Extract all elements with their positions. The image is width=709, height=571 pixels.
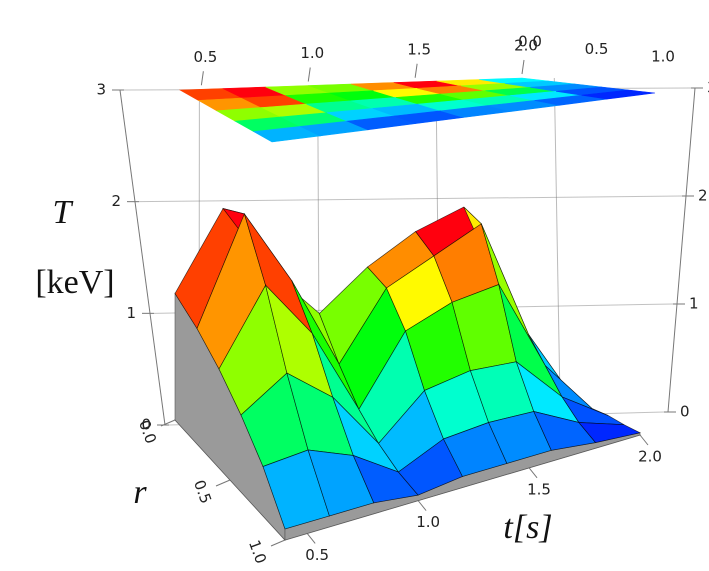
- top-x-tick-label: 1.5: [407, 40, 431, 58]
- surface-cell: [578, 422, 642, 443]
- y-tick-label: 0.0: [135, 418, 160, 447]
- z-tick-label: 1: [126, 304, 136, 322]
- z-axis: [667, 87, 696, 413]
- top-y-tick-label: 0.5: [585, 40, 609, 58]
- z-tick-label: 2: [698, 187, 708, 205]
- grid-line: [138, 195, 683, 203]
- z-tick-label: 2: [111, 192, 121, 210]
- z-tick-label: 3: [707, 79, 709, 97]
- top-y-tick-label: 1.0: [651, 48, 675, 66]
- y-tick: [270, 539, 286, 547]
- z-axis-label: T: [53, 194, 74, 231]
- y-tick-label: 0.5: [190, 478, 215, 507]
- top-x-tick: [307, 67, 311, 82]
- top-x-tick: [521, 59, 525, 75]
- y-tick-label: 1.0: [245, 538, 270, 567]
- x-tick-label: 2.0: [638, 448, 662, 466]
- grid-line: [553, 77, 561, 401]
- top-y-tick-label: 0.0: [518, 33, 542, 51]
- top-map-cell: [581, 89, 656, 100]
- r-axis-label: r: [133, 474, 147, 511]
- x-tick-label: 1.0: [416, 513, 440, 531]
- x-tick: [639, 434, 649, 446]
- top-x-tick: [414, 63, 418, 78]
- z-tick-label: 0: [680, 403, 690, 421]
- x-tick-label: 0.5: [305, 546, 329, 564]
- z-tick-label: 0: [141, 416, 151, 434]
- top-x-tick: [200, 71, 204, 86]
- z-axis-unit: [keV]: [35, 264, 114, 301]
- t-axis-label: t[s]: [503, 509, 552, 546]
- z-axis: [119, 89, 166, 426]
- x-tick: [417, 500, 427, 511]
- z-tick-label: 1: [689, 295, 699, 313]
- x-tick: [306, 533, 316, 544]
- top-x-tick-label: 0.5: [193, 48, 217, 66]
- top-x-tick-label: 2.0: [514, 37, 538, 55]
- x-tick: [528, 467, 538, 479]
- top-x-tick-label: 1.0: [300, 44, 324, 62]
- z-tick-label: 3: [96, 81, 106, 99]
- y-tick: [215, 479, 231, 487]
- x-tick-label: 1.5: [527, 480, 551, 498]
- y-tick: [160, 419, 176, 427]
